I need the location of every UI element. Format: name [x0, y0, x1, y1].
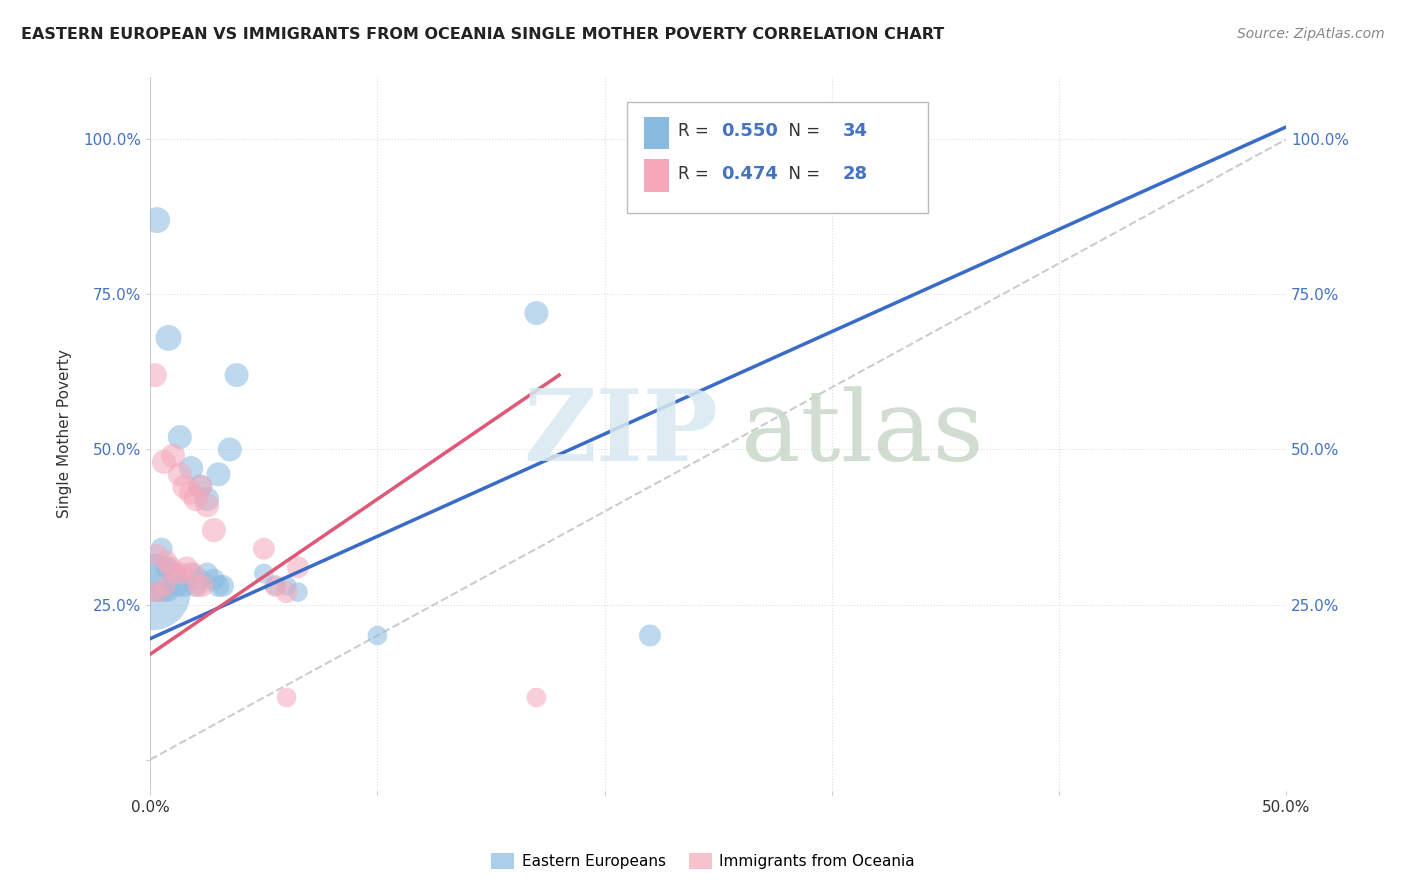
Y-axis label: Single Mother Poverty: Single Mother Poverty [58, 350, 72, 518]
Point [195, 566, 218, 581]
Point [287, 560, 309, 574]
Point [184, 579, 207, 593]
Point [176, 560, 198, 574]
Point [207, 579, 229, 593]
Text: EASTERN EUROPEAN VS IMMIGRANTS FROM OCEANIA SINGLE MOTHER POVERTY CORRELATION CH: EASTERN EUROPEAN VS IMMIGRANTS FROM OCEA… [21, 27, 945, 42]
Point [165, 566, 187, 581]
Text: 0.550: 0.550 [721, 122, 779, 140]
Point [143, 585, 166, 599]
Point [146, 213, 169, 227]
Point [183, 566, 205, 581]
Point [264, 579, 287, 593]
Point [142, 585, 165, 599]
Text: N =: N = [779, 122, 825, 140]
Text: 34: 34 [844, 122, 868, 140]
Point [276, 579, 298, 593]
Point [253, 541, 276, 556]
Point [184, 492, 207, 507]
Point [173, 480, 195, 494]
Point [638, 628, 661, 642]
Point [188, 480, 211, 494]
Text: 28: 28 [844, 165, 868, 183]
Point [287, 585, 309, 599]
Point [155, 554, 177, 568]
Point [153, 585, 176, 599]
Point [191, 579, 214, 593]
Point [148, 585, 170, 599]
Point [253, 566, 276, 581]
Point [188, 573, 211, 587]
FancyBboxPatch shape [644, 160, 669, 192]
Point [155, 579, 177, 593]
Point [526, 306, 548, 320]
Point [159, 560, 181, 574]
FancyBboxPatch shape [644, 117, 669, 149]
Point [173, 579, 195, 593]
Point [169, 430, 191, 444]
Text: 0.474: 0.474 [721, 165, 779, 183]
Point [276, 690, 298, 705]
Point [195, 498, 218, 512]
FancyBboxPatch shape [627, 103, 928, 213]
Point [218, 442, 240, 457]
Point [166, 579, 188, 593]
Point [148, 585, 170, 599]
Point [157, 585, 180, 599]
Point [146, 548, 169, 562]
Point [150, 541, 173, 556]
Point [180, 486, 202, 500]
Point [142, 566, 165, 581]
Point [366, 628, 388, 642]
Point [169, 467, 191, 482]
Point [162, 566, 184, 581]
Point [153, 455, 176, 469]
Point [264, 579, 287, 593]
Point [172, 566, 194, 581]
Text: R =: R = [678, 122, 714, 140]
Text: Source: ZipAtlas.com: Source: ZipAtlas.com [1237, 27, 1385, 41]
Point [142, 585, 165, 599]
Text: R =: R = [678, 165, 714, 183]
Point [180, 461, 202, 475]
Text: N =: N = [779, 165, 825, 183]
Point [526, 690, 548, 705]
Point [162, 449, 184, 463]
Point [195, 492, 218, 507]
Point [207, 467, 229, 482]
Text: ZIP: ZIP [523, 385, 718, 483]
Point [276, 585, 298, 599]
Point [157, 331, 180, 345]
Point [187, 579, 209, 593]
Legend: Eastern Europeans, Immigrants from Oceania: Eastern Europeans, Immigrants from Ocean… [485, 847, 921, 875]
Point [202, 573, 225, 587]
Point [202, 523, 225, 537]
Point [180, 566, 202, 581]
Text: atlas: atlas [741, 386, 984, 482]
Point [143, 368, 166, 382]
Point [188, 480, 211, 494]
Point [225, 368, 247, 382]
Point [212, 579, 235, 593]
Point [155, 560, 177, 574]
